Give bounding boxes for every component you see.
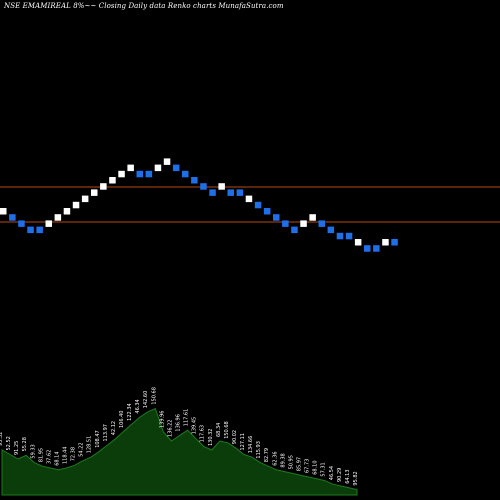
volume-label: 150.68 [224,421,230,439]
volume-label: 85.97 [297,457,303,471]
brick-down [36,226,43,234]
brick-up [127,164,134,172]
volume-label: 68.14 [54,451,60,465]
volume-label: 117.61 [184,409,190,427]
volume-label: 90.29 [337,468,343,482]
brick-down [273,214,280,221]
volume-label: 106.40 [119,411,125,429]
brick-down [327,226,335,234]
brick-up [45,220,52,227]
volume-label: 68.10 [313,460,319,474]
brick-down [282,220,289,227]
volume-label: 90.02 [232,430,238,444]
brick-down [364,245,371,252]
volume-label: 136.22 [167,420,173,438]
volume-label: 59.33 [30,444,36,458]
brick-up [382,239,389,246]
renko-bricks [0,158,398,252]
volume-label: 117.63 [200,425,206,443]
volume-label: 50.95 [288,455,294,469]
brick-down [200,183,207,190]
brick-up [0,208,7,215]
brick-down [236,189,244,196]
volume-label: 128.51 [87,436,93,454]
volume-label: 52.52 [6,436,12,450]
brick-up [218,183,225,190]
brick-up [109,177,116,184]
volume-label: 37.62 [46,450,52,464]
brick-down [27,226,34,234]
chart-title: NSE EMAMIREAL 8%~~ Closing Daily data Re… [4,2,284,10]
volume-label: 142.60 [143,391,149,409]
volume-label: 118.44 [63,447,69,465]
volume-label: 64.13 [345,469,351,483]
brick-down [18,220,25,227]
volume-label: 46.34 [135,399,141,413]
brick-up [245,195,253,203]
volume-label: 91.25 [14,441,20,455]
volume-label: 95.52 [0,432,4,446]
brick-down [373,245,380,252]
volume-label: 89.38 [280,453,286,467]
volume-label: 108.47 [95,430,101,448]
brick-down [9,214,16,221]
volume-label: 136.96 [176,414,182,432]
brick-up [300,220,307,227]
brick-up [63,208,71,215]
volume-label: 62.36 [272,451,278,465]
volume-label: 127.11 [240,433,246,451]
price-levels [0,186,500,223]
volume-area [1,407,358,496]
brick-up [91,189,98,196]
brick-up [309,214,316,221]
brick-down [182,170,189,178]
volume-label: 115.93 [256,441,262,459]
volume-label: 130.32 [208,429,214,447]
volume-label: 72.38 [71,447,77,461]
brick-up [72,201,80,209]
volume-label: 139.45 [192,417,198,435]
brick-down [172,164,180,172]
brick-up [154,164,162,172]
brick-up [100,183,107,190]
brick-down [254,201,262,209]
volume-label: 82.79 [264,448,270,462]
brick-down [318,220,325,227]
brick-down [209,189,216,196]
volume-label: 67.73 [305,459,311,473]
volume-label: 42.12 [111,421,117,435]
brick-up [54,214,62,221]
volume-label: 46.54 [329,466,335,480]
brick-down [391,239,398,246]
brick-down [227,189,234,196]
volume-label: 55.28 [22,437,28,451]
brick-down [345,232,353,240]
volume-label: 54.22 [79,442,85,456]
brick-down [263,208,271,215]
volume-label: 134.66 [248,436,254,454]
volume-label: 95.82 [353,471,359,485]
volume-area-path [1,407,358,496]
brick-down [145,170,153,178]
volume-label: 122.34 [127,403,133,421]
brick-down [291,226,298,234]
brick-down [336,232,344,240]
volume-label: 68.34 [216,423,222,437]
brick-up [163,158,171,165]
brick-up [81,195,89,203]
volume-label: 139.96 [159,411,165,429]
volume-label: 113.97 [103,424,109,442]
volume-label: 150.68 [151,387,157,405]
brick-down [136,170,143,178]
volume-label: 57.31 [321,462,327,476]
brick-down [191,177,198,184]
volume-label: 81.95 [38,448,44,462]
brick-up [118,170,125,178]
brick-up [354,239,362,246]
